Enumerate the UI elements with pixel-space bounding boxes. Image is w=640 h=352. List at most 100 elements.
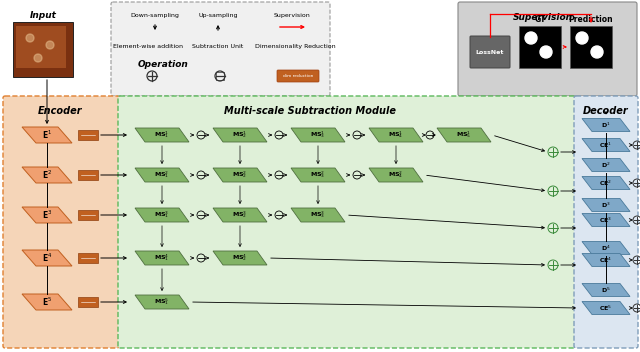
Text: MS$_4^1$: MS$_4^1$	[388, 130, 404, 140]
Text: D$^2$: D$^2$	[601, 161, 611, 170]
Circle shape	[46, 41, 54, 49]
Polygon shape	[135, 251, 189, 265]
Text: MS$_3^1$: MS$_3^1$	[310, 130, 326, 140]
Text: Up-sampling: Up-sampling	[198, 13, 237, 18]
Text: CE$^2$: CE$^2$	[600, 178, 612, 188]
Text: MS$_3^2$: MS$_3^2$	[310, 170, 326, 180]
Text: MS$_4^2$: MS$_4^2$	[388, 170, 404, 180]
Text: Subtraction Unit: Subtraction Unit	[193, 44, 244, 49]
Polygon shape	[582, 302, 630, 314]
FancyBboxPatch shape	[118, 96, 575, 348]
Text: CE$^1$: CE$^1$	[599, 140, 612, 150]
Text: E$^5$: E$^5$	[42, 296, 52, 308]
Polygon shape	[291, 168, 345, 182]
FancyBboxPatch shape	[574, 96, 638, 348]
Polygon shape	[135, 128, 189, 142]
FancyBboxPatch shape	[470, 36, 510, 68]
Polygon shape	[213, 168, 267, 182]
Polygon shape	[22, 167, 72, 183]
Polygon shape	[582, 241, 630, 254]
Text: MS$_1^3$: MS$_1^3$	[154, 209, 170, 220]
Polygon shape	[135, 295, 189, 309]
Bar	[570, 26, 612, 68]
Polygon shape	[582, 283, 630, 296]
Text: D$^1$: D$^1$	[601, 120, 611, 130]
Text: CE$^3$: CE$^3$	[599, 215, 612, 225]
Text: MS$_2^2$: MS$_2^2$	[232, 170, 248, 180]
Text: MS$_1^1$: MS$_1^1$	[154, 130, 170, 140]
Text: Dimensionality Reduction: Dimensionality Reduction	[255, 44, 335, 49]
FancyBboxPatch shape	[458, 2, 637, 96]
Text: Multi-scale Subtraction Module: Multi-scale Subtraction Module	[224, 106, 396, 116]
FancyBboxPatch shape	[3, 96, 119, 348]
Polygon shape	[369, 128, 423, 142]
Polygon shape	[582, 119, 630, 132]
Text: CE$^5$: CE$^5$	[599, 303, 612, 313]
Text: MS$_1^4$: MS$_1^4$	[154, 253, 170, 263]
Polygon shape	[22, 250, 72, 266]
Text: MS$_5^1$: MS$_5^1$	[456, 130, 472, 140]
Polygon shape	[135, 168, 189, 182]
Polygon shape	[213, 208, 267, 222]
Text: GT: GT	[534, 15, 546, 25]
Circle shape	[26, 34, 34, 42]
Text: Prediction: Prediction	[569, 15, 613, 25]
Text: MS$_3^3$: MS$_3^3$	[310, 209, 326, 220]
Text: E$^2$: E$^2$	[42, 169, 52, 181]
Text: Element-wise addition: Element-wise addition	[113, 44, 183, 49]
Polygon shape	[22, 294, 72, 310]
Text: Decoder: Decoder	[583, 106, 629, 116]
Text: D$^5$: D$^5$	[601, 285, 611, 295]
Text: MS$_2^4$: MS$_2^4$	[232, 253, 248, 263]
Text: D$^3$: D$^3$	[601, 200, 611, 210]
Polygon shape	[582, 138, 630, 151]
Text: LossNet: LossNet	[476, 50, 504, 55]
Polygon shape	[213, 128, 267, 142]
Polygon shape	[582, 214, 630, 226]
Polygon shape	[22, 127, 72, 143]
Text: E$^3$: E$^3$	[42, 209, 52, 221]
Text: E$^4$: E$^4$	[42, 252, 52, 264]
Text: MS$_2^1$: MS$_2^1$	[232, 130, 248, 140]
Bar	[78, 170, 98, 180]
Text: Encoder: Encoder	[38, 106, 83, 116]
Bar	[78, 297, 98, 307]
FancyBboxPatch shape	[277, 70, 319, 82]
Text: MS$_1^5$: MS$_1^5$	[154, 297, 170, 307]
Text: E$^1$: E$^1$	[42, 129, 52, 141]
Text: dim reduction: dim reduction	[283, 74, 313, 78]
Circle shape	[540, 46, 552, 58]
Polygon shape	[437, 128, 491, 142]
Bar	[13, 22, 73, 77]
Bar	[78, 253, 98, 263]
Text: Down-sampling: Down-sampling	[131, 13, 179, 18]
Circle shape	[525, 32, 537, 44]
Text: MS$_1^2$: MS$_1^2$	[154, 170, 170, 180]
Polygon shape	[291, 208, 345, 222]
Bar	[519, 26, 561, 68]
Circle shape	[34, 54, 42, 62]
Text: D$^4$: D$^4$	[601, 243, 611, 253]
Polygon shape	[582, 253, 630, 266]
Bar	[78, 210, 98, 220]
FancyBboxPatch shape	[111, 2, 330, 96]
Polygon shape	[582, 158, 630, 171]
Polygon shape	[369, 168, 423, 182]
Text: MS$_2^3$: MS$_2^3$	[232, 209, 248, 220]
Circle shape	[591, 46, 603, 58]
Bar	[16, 26, 66, 68]
Polygon shape	[582, 176, 630, 189]
Text: Operation: Operation	[138, 60, 189, 69]
Text: Supervision: Supervision	[513, 13, 573, 22]
Text: Input: Input	[29, 12, 56, 20]
Polygon shape	[582, 199, 630, 212]
Text: CE$^4$: CE$^4$	[599, 255, 612, 265]
Bar	[78, 130, 98, 140]
Polygon shape	[22, 207, 72, 223]
Text: Supervision: Supervision	[274, 13, 310, 18]
Bar	[216, 72, 224, 80]
Polygon shape	[213, 251, 267, 265]
Circle shape	[576, 32, 588, 44]
Polygon shape	[135, 208, 189, 222]
Polygon shape	[291, 128, 345, 142]
